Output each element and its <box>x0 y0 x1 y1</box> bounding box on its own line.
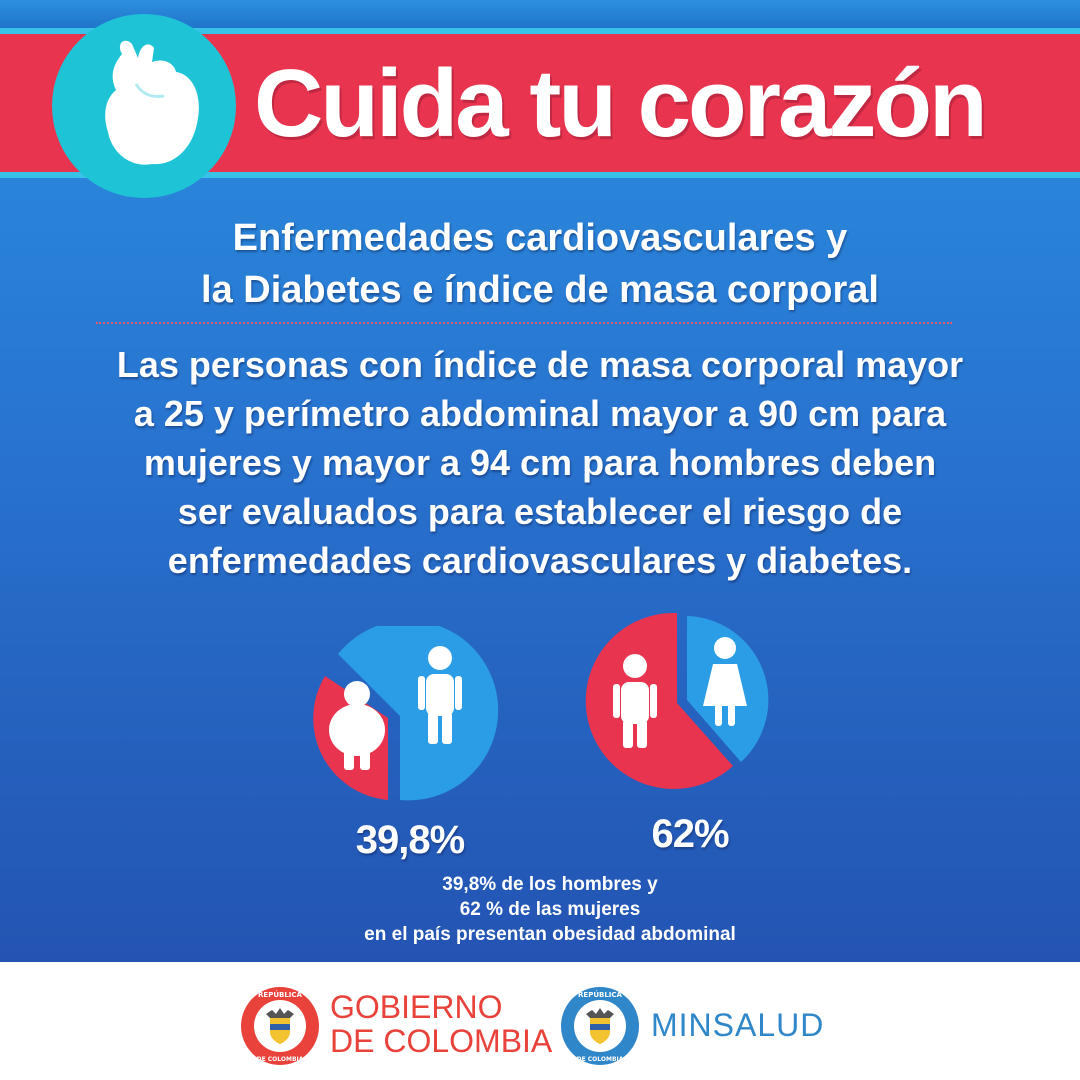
gobierno-line: GOBIERNO <box>330 989 503 1025</box>
women-obesity-pie <box>585 612 769 789</box>
page-title: Cuida tu corazón <box>254 50 988 157</box>
obese-man-icon <box>329 681 385 770</box>
caption-line: 39,8% de los hombres y <box>442 874 658 895</box>
poster: Cuida tu corazón Enfermedades cardiovasc… <box>0 0 1080 962</box>
body-line: Las personas con índice de masa corporal… <box>116 344 964 385</box>
pie-slice-red <box>585 612 733 789</box>
seal-top-text: REPÚBLICA <box>258 990 303 999</box>
cyan-stripe-top <box>0 28 1080 34</box>
body-line: ser evaluados para establecer el riesgo … <box>177 491 903 532</box>
seal-bottom-text: DE COLOMBIA <box>577 1056 624 1063</box>
woman-icon <box>613 654 657 748</box>
seal-bottom-text: DE COLOMBIA <box>257 1056 304 1063</box>
gobierno-line: DE COLOMBIA <box>330 1023 553 1059</box>
man-icon <box>418 646 462 744</box>
minsalud-wordmark: MINSALUD <box>651 1007 825 1043</box>
caption-line: 62 % de las mujeres <box>459 899 641 920</box>
caption-line: en el país presentan obesidad abdominal <box>364 924 736 945</box>
gobierno-seal-icon: REPÚBLICA DE COLOMBIA <box>241 987 319 1065</box>
gobierno-wordmark: GOBIERNO DE COLOMBIA <box>330 990 552 1058</box>
dotted-divider <box>96 322 952 324</box>
women-percentage: 62% <box>651 812 729 856</box>
subtitle-line: Enfermedades cardiovasculares y <box>232 217 848 259</box>
footer <box>0 962 1080 1080</box>
body-line: mujeres y mayor a 94 cm para hombres deb… <box>143 442 937 483</box>
men-obesity-pie <box>313 626 499 801</box>
woman-dress-icon <box>703 637 747 726</box>
subtitle: Enfermedades cardiovasculares y la Diabe… <box>80 212 1000 316</box>
body-line: a 25 y perímetro abdominal mayor a 90 cm… <box>133 393 947 434</box>
men-percentage: 39,8% <box>355 818 465 862</box>
body-line: enfermedades cardiovasculares y diabetes… <box>167 540 913 581</box>
subtitle-line: la Diabetes e índice de masa corporal <box>201 269 879 311</box>
minsalud-seal-icon: REPÚBLICA DE COLOMBIA <box>561 987 639 1065</box>
heart-badge <box>52 14 236 198</box>
heart-organ-icon <box>105 40 199 165</box>
body-text: Las personas con índice de masa corporal… <box>40 340 1040 585</box>
caption: 39,8% de los hombres y 62 % de las mujer… <box>300 872 800 947</box>
seal-top-text: REPÚBLICA <box>578 990 623 999</box>
pie-slice-blue <box>338 626 499 801</box>
cyan-stripe-bottom <box>0 172 1080 178</box>
